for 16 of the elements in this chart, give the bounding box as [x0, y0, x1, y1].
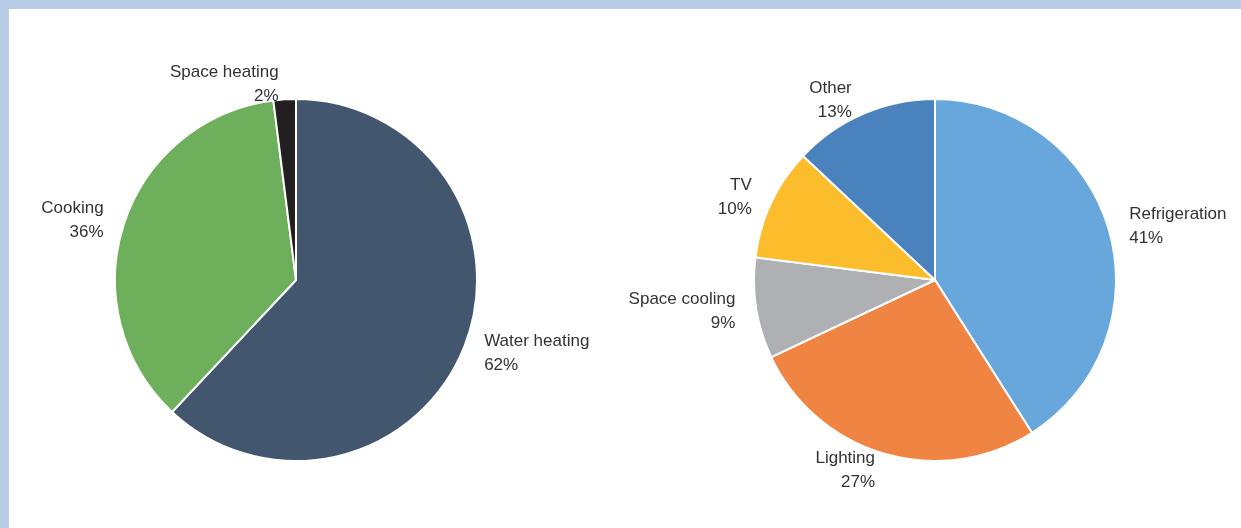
- data-label: 13%: [817, 101, 852, 121]
- slice-label: Cooking: [41, 197, 104, 217]
- data-label: 2%: [254, 85, 279, 105]
- slice-label: Water heating: [484, 331, 590, 351]
- data-label: 36%: [69, 221, 104, 241]
- data-label: 10%: [717, 198, 752, 218]
- data-label: 62%: [484, 355, 519, 375]
- slice-label: Lighting: [815, 447, 876, 467]
- data-label: 27%: [841, 471, 876, 491]
- slice-label: Refrigeration: [1129, 203, 1227, 223]
- slice-label: Other: [809, 77, 853, 97]
- slice-label: Space cooling: [628, 289, 736, 309]
- data-label: 41%: [1129, 227, 1164, 247]
- slice-label: TV: [730, 174, 753, 194]
- slice-label: Space heating: [169, 61, 279, 81]
- data-label: 9%: [710, 313, 736, 333]
